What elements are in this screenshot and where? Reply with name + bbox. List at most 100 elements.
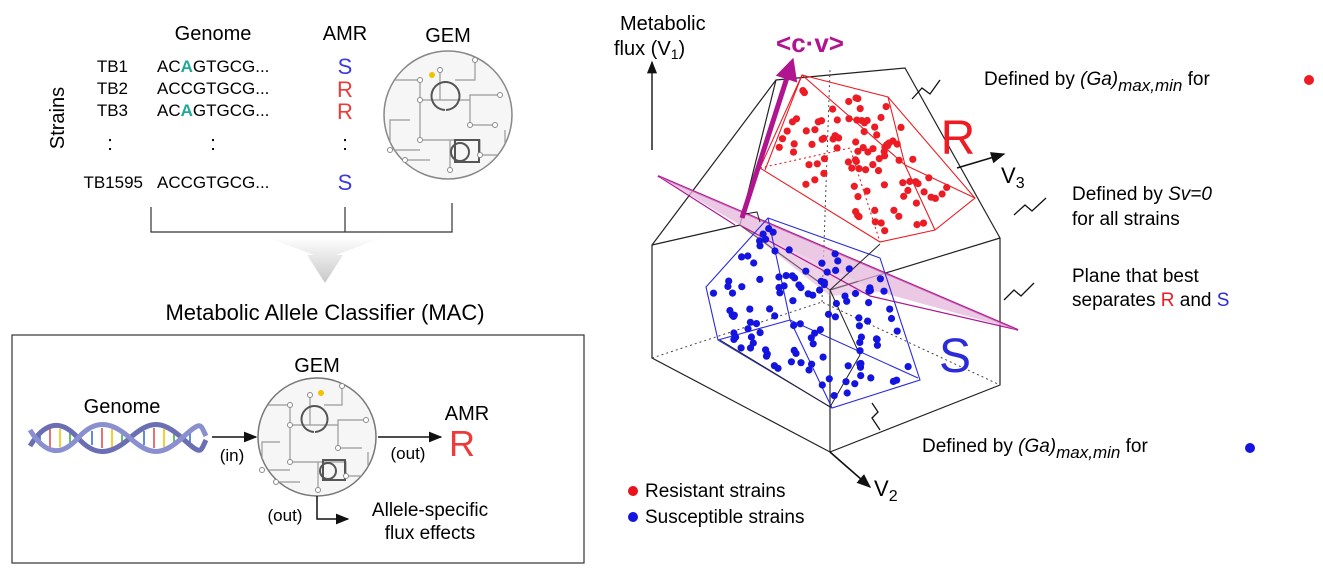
strain-point	[845, 97, 853, 106]
allele-effects-line1: Allele-specific	[372, 500, 488, 521]
strain-point	[864, 148, 872, 156]
strain-point	[844, 362, 852, 370]
strain-point	[890, 206, 898, 214]
strain-point	[819, 353, 827, 361]
strain-point	[744, 252, 752, 260]
strain-point	[796, 320, 804, 328]
susceptible-points	[709, 225, 912, 400]
genome-header: Genome	[175, 23, 252, 45]
blue-dot-marker	[1245, 443, 1255, 453]
strain-point	[709, 289, 718, 297]
strain-point	[785, 246, 793, 254]
gem-header: GEM	[425, 25, 471, 47]
strain-point	[869, 161, 877, 169]
strain-point	[756, 242, 764, 250]
strain-point	[811, 126, 819, 134]
susceptible-region-label: S	[939, 330, 971, 383]
strains-axis-label: Strains	[47, 87, 69, 149]
strain-point	[904, 186, 912, 194]
v1-axis-label: Metabolic	[620, 13, 706, 35]
objective-vector-label: <c·v>	[776, 28, 844, 58]
strain-point	[887, 314, 896, 323]
strain-point	[867, 374, 875, 382]
strain-point	[820, 134, 828, 142]
strain-point	[889, 137, 897, 145]
strain-point	[774, 364, 782, 372]
strain-point	[746, 344, 755, 352]
strain-point	[871, 206, 879, 214]
legend-swatch-susceptible	[628, 512, 638, 522]
strain-point	[818, 381, 826, 389]
strain-point	[889, 377, 898, 385]
strain-point	[920, 188, 928, 196]
strain-point	[859, 144, 867, 152]
strain-point	[854, 193, 862, 201]
strain-point	[912, 178, 920, 186]
strain-point	[880, 181, 889, 189]
strain-point	[886, 305, 894, 313]
strain-point	[857, 372, 865, 380]
strain-point	[843, 297, 851, 305]
strain-point	[808, 140, 816, 148]
strain-point	[852, 138, 860, 146]
strain-point	[818, 259, 826, 267]
strain-point	[811, 176, 819, 184]
strain-point	[823, 268, 831, 276]
strain-id: TB1	[97, 57, 128, 76]
strain-point	[881, 227, 889, 235]
strain-point	[762, 346, 770, 354]
strain-point	[863, 187, 871, 195]
strain-point	[725, 277, 733, 285]
strain-point	[851, 156, 860, 164]
strain-point	[833, 116, 841, 124]
strain-point	[797, 359, 805, 367]
v2-axis-label: V2	[874, 476, 898, 505]
strain-point	[792, 115, 801, 123]
strain-point	[882, 103, 890, 111]
mac-amr-label: AMR	[445, 403, 489, 425]
strain-point	[829, 105, 837, 113]
strain-point	[860, 128, 868, 136]
defined-s-annotation: Defined by (Ga)max,min for	[922, 436, 1148, 462]
legend: Resistant strains Susceptible strains	[628, 481, 804, 528]
strain-point	[844, 158, 853, 166]
mac-amr-value: R	[449, 423, 475, 464]
merge-bracket	[150, 203, 453, 233]
sequence: ACCGTGCG...	[157, 79, 269, 98]
amr-value: R	[337, 99, 353, 124]
strain-point	[919, 219, 928, 227]
red-dot-marker	[1304, 75, 1314, 85]
strain-point	[906, 177, 914, 186]
strain-table: Genome AMR GEM Strains TB1 TB2 TB3 TB159…	[47, 23, 513, 283]
strain-point	[832, 266, 840, 274]
strain-point	[820, 169, 828, 177]
gem-network-icon	[257, 377, 377, 497]
strain-point	[771, 312, 779, 320]
strain-point	[851, 380, 859, 388]
strain-point	[799, 87, 807, 95]
strain-point	[816, 286, 824, 294]
strain-id: TB1595	[83, 173, 143, 192]
strain-point	[831, 250, 839, 258]
strain-point	[895, 212, 903, 220]
strain-point	[788, 272, 796, 280]
strain-point	[895, 156, 903, 164]
strain-point	[873, 131, 881, 139]
strain-point	[875, 155, 883, 163]
flux-space-diagram: Metabolic flux (V1) V3 V2	[614, 13, 1314, 528]
strain-id: TB2	[97, 79, 128, 98]
strain-point	[866, 284, 874, 292]
strain-point	[904, 363, 912, 371]
strain-point	[771, 247, 779, 255]
strain-point	[850, 182, 858, 190]
strain-point	[752, 320, 761, 328]
amr-value: S	[338, 170, 353, 195]
sequence: ACAGTGCG...	[157, 57, 269, 76]
strain-point	[833, 144, 841, 152]
strain-point	[765, 225, 773, 233]
strain-point	[775, 143, 783, 151]
strain-point	[790, 321, 798, 330]
strain-point	[876, 275, 885, 283]
strain-point	[860, 119, 869, 127]
strain-point	[845, 115, 853, 123]
